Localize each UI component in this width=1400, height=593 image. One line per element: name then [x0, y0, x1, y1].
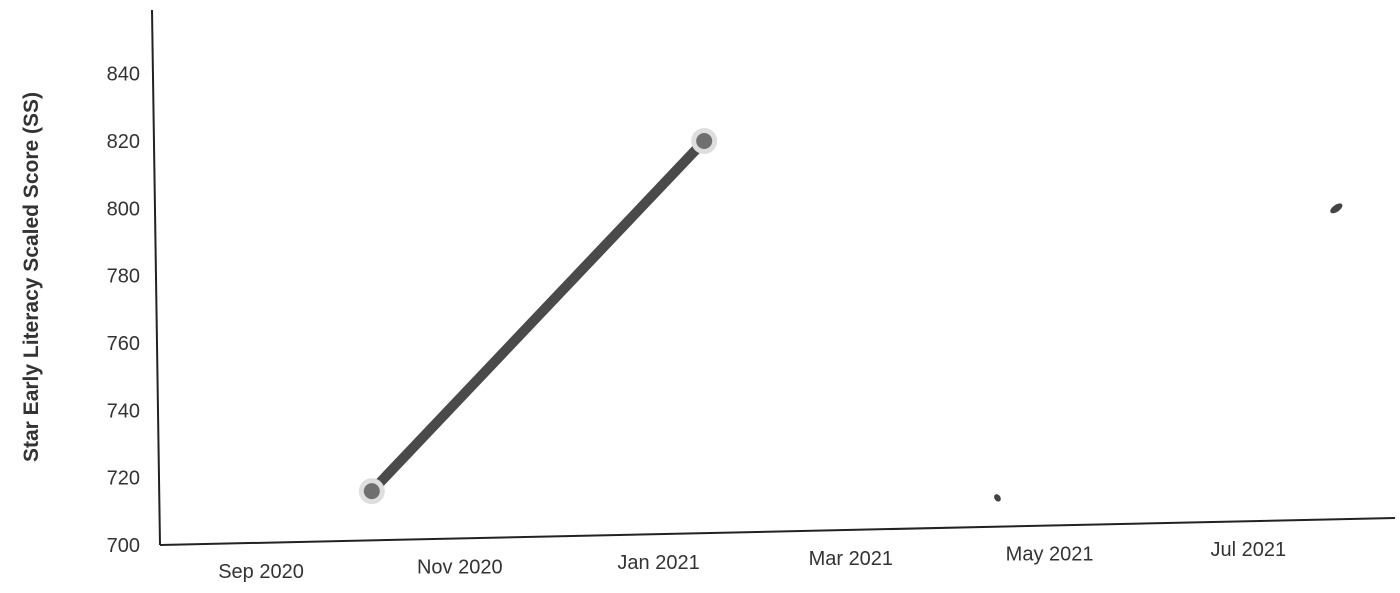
- x-tick-label: Jul 2021: [1211, 539, 1287, 561]
- x-axis-line: [159, 517, 1396, 546]
- y-tick-label: 840: [107, 64, 140, 86]
- y-tick-label: 760: [107, 333, 140, 355]
- y-tick-label: 740: [107, 400, 140, 422]
- y-tick-label: 720: [107, 468, 140, 490]
- x-tick-label: Sep 2020: [218, 561, 304, 583]
- series-line: [366, 136, 710, 497]
- axes: [151, 9, 1396, 546]
- stray-marks: [994, 203, 1343, 502]
- x-tick-label: Mar 2021: [809, 548, 894, 570]
- stray-mark: [994, 494, 1001, 502]
- y-axis-label: Star Early Literacy Scaled Score (SS): [20, 92, 43, 462]
- y-tick-label: 780: [107, 266, 140, 288]
- x-tick-label: May 2021: [1006, 544, 1094, 566]
- y-tick-labels: 700 720 740 760 780 800 820 840: [107, 64, 140, 557]
- y-tick-label: 800: [107, 198, 140, 220]
- data-point[interactable]: [696, 133, 713, 149]
- x-tick-label: Jan 2021: [617, 552, 699, 574]
- series-layer: [358, 128, 718, 505]
- y-tick-label: 700: [107, 535, 140, 557]
- y-axis-line: [151, 9, 161, 546]
- x-tick-label: Nov 2020: [417, 556, 503, 578]
- data-point[interactable]: [363, 483, 380, 500]
- stray-mark: [1330, 203, 1343, 214]
- x-tick-labels: Sep 2020 Nov 2020 Jan 2021 Mar 2021 May 2021…: [218, 539, 1286, 583]
- y-tick-label: 820: [107, 131, 140, 153]
